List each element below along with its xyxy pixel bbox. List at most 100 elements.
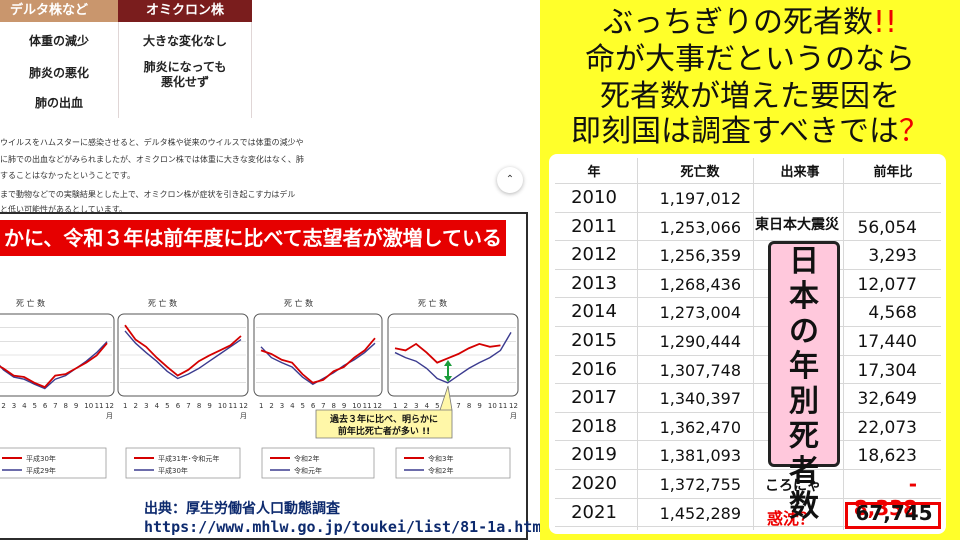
delta-cell-2: 肺炎の悪化 [28, 66, 89, 80]
year-cell: 2014 [571, 301, 617, 323]
current-year-line [394, 342, 501, 364]
deaths-cell: 1,372,755 [659, 475, 741, 494]
deaths-cell: 1,273,004 [659, 303, 741, 323]
vertical-title-char: 数 [789, 489, 819, 524]
article-line-5: と低い可能性があるとしています。 [0, 205, 127, 214]
year-cell: 2015 [571, 330, 617, 351]
legend-label-previous: 令和2年 [428, 466, 453, 475]
legend-box [395, 447, 511, 479]
month-tick-label: 10 [488, 402, 497, 410]
vertical-title-box: 日 本 の 年 別 死 者 数 [768, 241, 840, 524]
deaths-cell: 1,307,748 [659, 360, 741, 380]
row-divider [555, 183, 941, 184]
month-tick-label: 4 [155, 402, 160, 410]
month-tick-label: 2 [404, 402, 408, 410]
month-tick-label: 12 [239, 402, 248, 410]
month-tick-label: 5 [300, 402, 304, 410]
month-tick-label: 8 [467, 402, 471, 410]
diff-cell: 56,054 [857, 217, 917, 238]
row-divider [555, 440, 941, 442]
deaths-table-card: 年 死亡数 出来事 前年比 2010 1,197,012 2011 1,253,066… [549, 154, 946, 534]
question-mark: ？ [898, 114, 929, 149]
legend-label-previous: 平成30年 [158, 466, 188, 475]
exclaim-mark: !! [872, 5, 898, 40]
article-line-2: に肺での出血などがみられましたが、オミクロン株では体重に大きな変化はなく、肺 [0, 155, 304, 164]
comparison-table: デルタ株など オミクロン株 体重の減少 大きな変化なし 肺炎の悪化 肺炎になって… [0, 0, 252, 118]
omicron-cell-1: 大きな変化なし [142, 34, 227, 48]
month-tick-label: 7 [456, 402, 460, 410]
header-event: 出来事 [780, 165, 820, 180]
row-divider [555, 411, 941, 413]
row-divider [555, 526, 941, 528]
month-tick-label: 5 [165, 402, 169, 410]
diff-cell: 3,293 [868, 246, 917, 267]
deaths-panel: ━━━━━━━━━━━━━━━━ ぶっちぎりの死者数!! 命が大事だというのなら… [540, 0, 960, 540]
diff-cell: 17,304 [857, 360, 917, 381]
month-tick-label: 9 [74, 402, 78, 410]
previous-year-line [124, 330, 242, 380]
current-year-line [124, 324, 242, 377]
chevron-up-icon: ⌃ [505, 174, 515, 185]
slide-banner: かに、令和３年は前年度に比べて志望者が激増している !! [0, 220, 506, 256]
scroll-to-top-button[interactable]: ⌃ [497, 167, 523, 193]
year-cell: 2020 [571, 473, 617, 494]
event-2020: ころにゃ [765, 478, 821, 494]
deaths-cell: 1,452,289 [659, 503, 741, 523]
month-tick-label: 12 [509, 402, 518, 410]
row-divider [555, 297, 941, 299]
current-year-line [0, 342, 108, 389]
chart-title: 死 亡 数 [418, 298, 447, 308]
legend-label-current: 令和2年 [294, 454, 319, 463]
diff-cell: 12,077 [857, 274, 917, 295]
chart-title: 死 亡 数 [284, 298, 313, 308]
month-tick-label: 9 [342, 402, 346, 410]
year-cell: 2017 [571, 387, 617, 409]
headline-line-2: 命が大事だというのなら [585, 42, 915, 77]
month-tick-label: 8 [64, 402, 68, 410]
diff-cell: 32,649 [857, 389, 917, 410]
headline-line-4: 即刻国は調査すべきでは？ [571, 114, 929, 149]
diff-cell: 4,568 [868, 303, 917, 324]
month-tick-label: 3 [280, 402, 284, 410]
legend-label-current: 令和3年 [428, 454, 453, 463]
source-url[interactable]: https://www.mhlw.go.jp/toukei/list/81-1a… [144, 518, 551, 536]
month-tick-label: 10 [352, 402, 361, 410]
month-tick-label: 1 [393, 402, 397, 410]
month-tick-label: 7 [53, 402, 57, 410]
month-tick-label: 6 [311, 402, 316, 410]
row-divider [555, 268, 941, 270]
legend-box [0, 447, 107, 479]
month-tick-label: 4 [290, 402, 295, 410]
deaths-cell: 1,362,470 [659, 417, 741, 437]
month-tick-label: 12 [105, 402, 114, 410]
deaths-cell: 1,253,066 [659, 217, 741, 237]
legend-label-current: 平成31年･令和元年 [158, 454, 219, 463]
month-tick-label: 9 [477, 402, 481, 410]
highlight-2021-box [845, 502, 941, 529]
row-divider [555, 469, 941, 470]
vertical-title-char: 死 [789, 419, 819, 454]
legend-box [261, 447, 375, 479]
month-tick-label: 10 [218, 402, 227, 410]
month-tick-label: 3 [12, 402, 16, 410]
month-tick-label: 2 [134, 402, 138, 410]
month-tick-label: 12 [373, 402, 382, 410]
month-tick-label: 6 [176, 402, 181, 410]
month-tick-label: 2 [269, 402, 273, 410]
month-tick-label: 5 [435, 402, 439, 410]
year-cell: 2011 [571, 215, 617, 237]
header-deaths: 死亡数 [680, 165, 720, 180]
previous-year-line [394, 332, 512, 384]
callout-bubble [315, 385, 453, 439]
month-tick-label: 6 [43, 402, 48, 410]
row-divider [555, 211, 941, 213]
year-cell: 2010 [571, 187, 617, 208]
previous-year-line [0, 341, 108, 390]
difference-arrow-head [444, 360, 452, 366]
vertical-title-char: 別 [789, 384, 819, 419]
year-cell: 2018 [571, 415, 617, 437]
event-2021: 惑沈？ [767, 509, 816, 528]
chart-title: 死 亡 数 [148, 298, 177, 308]
callout-text-line: 前年比死亡者が多い !! [338, 425, 430, 437]
month-tick-label: 11 [498, 402, 507, 410]
